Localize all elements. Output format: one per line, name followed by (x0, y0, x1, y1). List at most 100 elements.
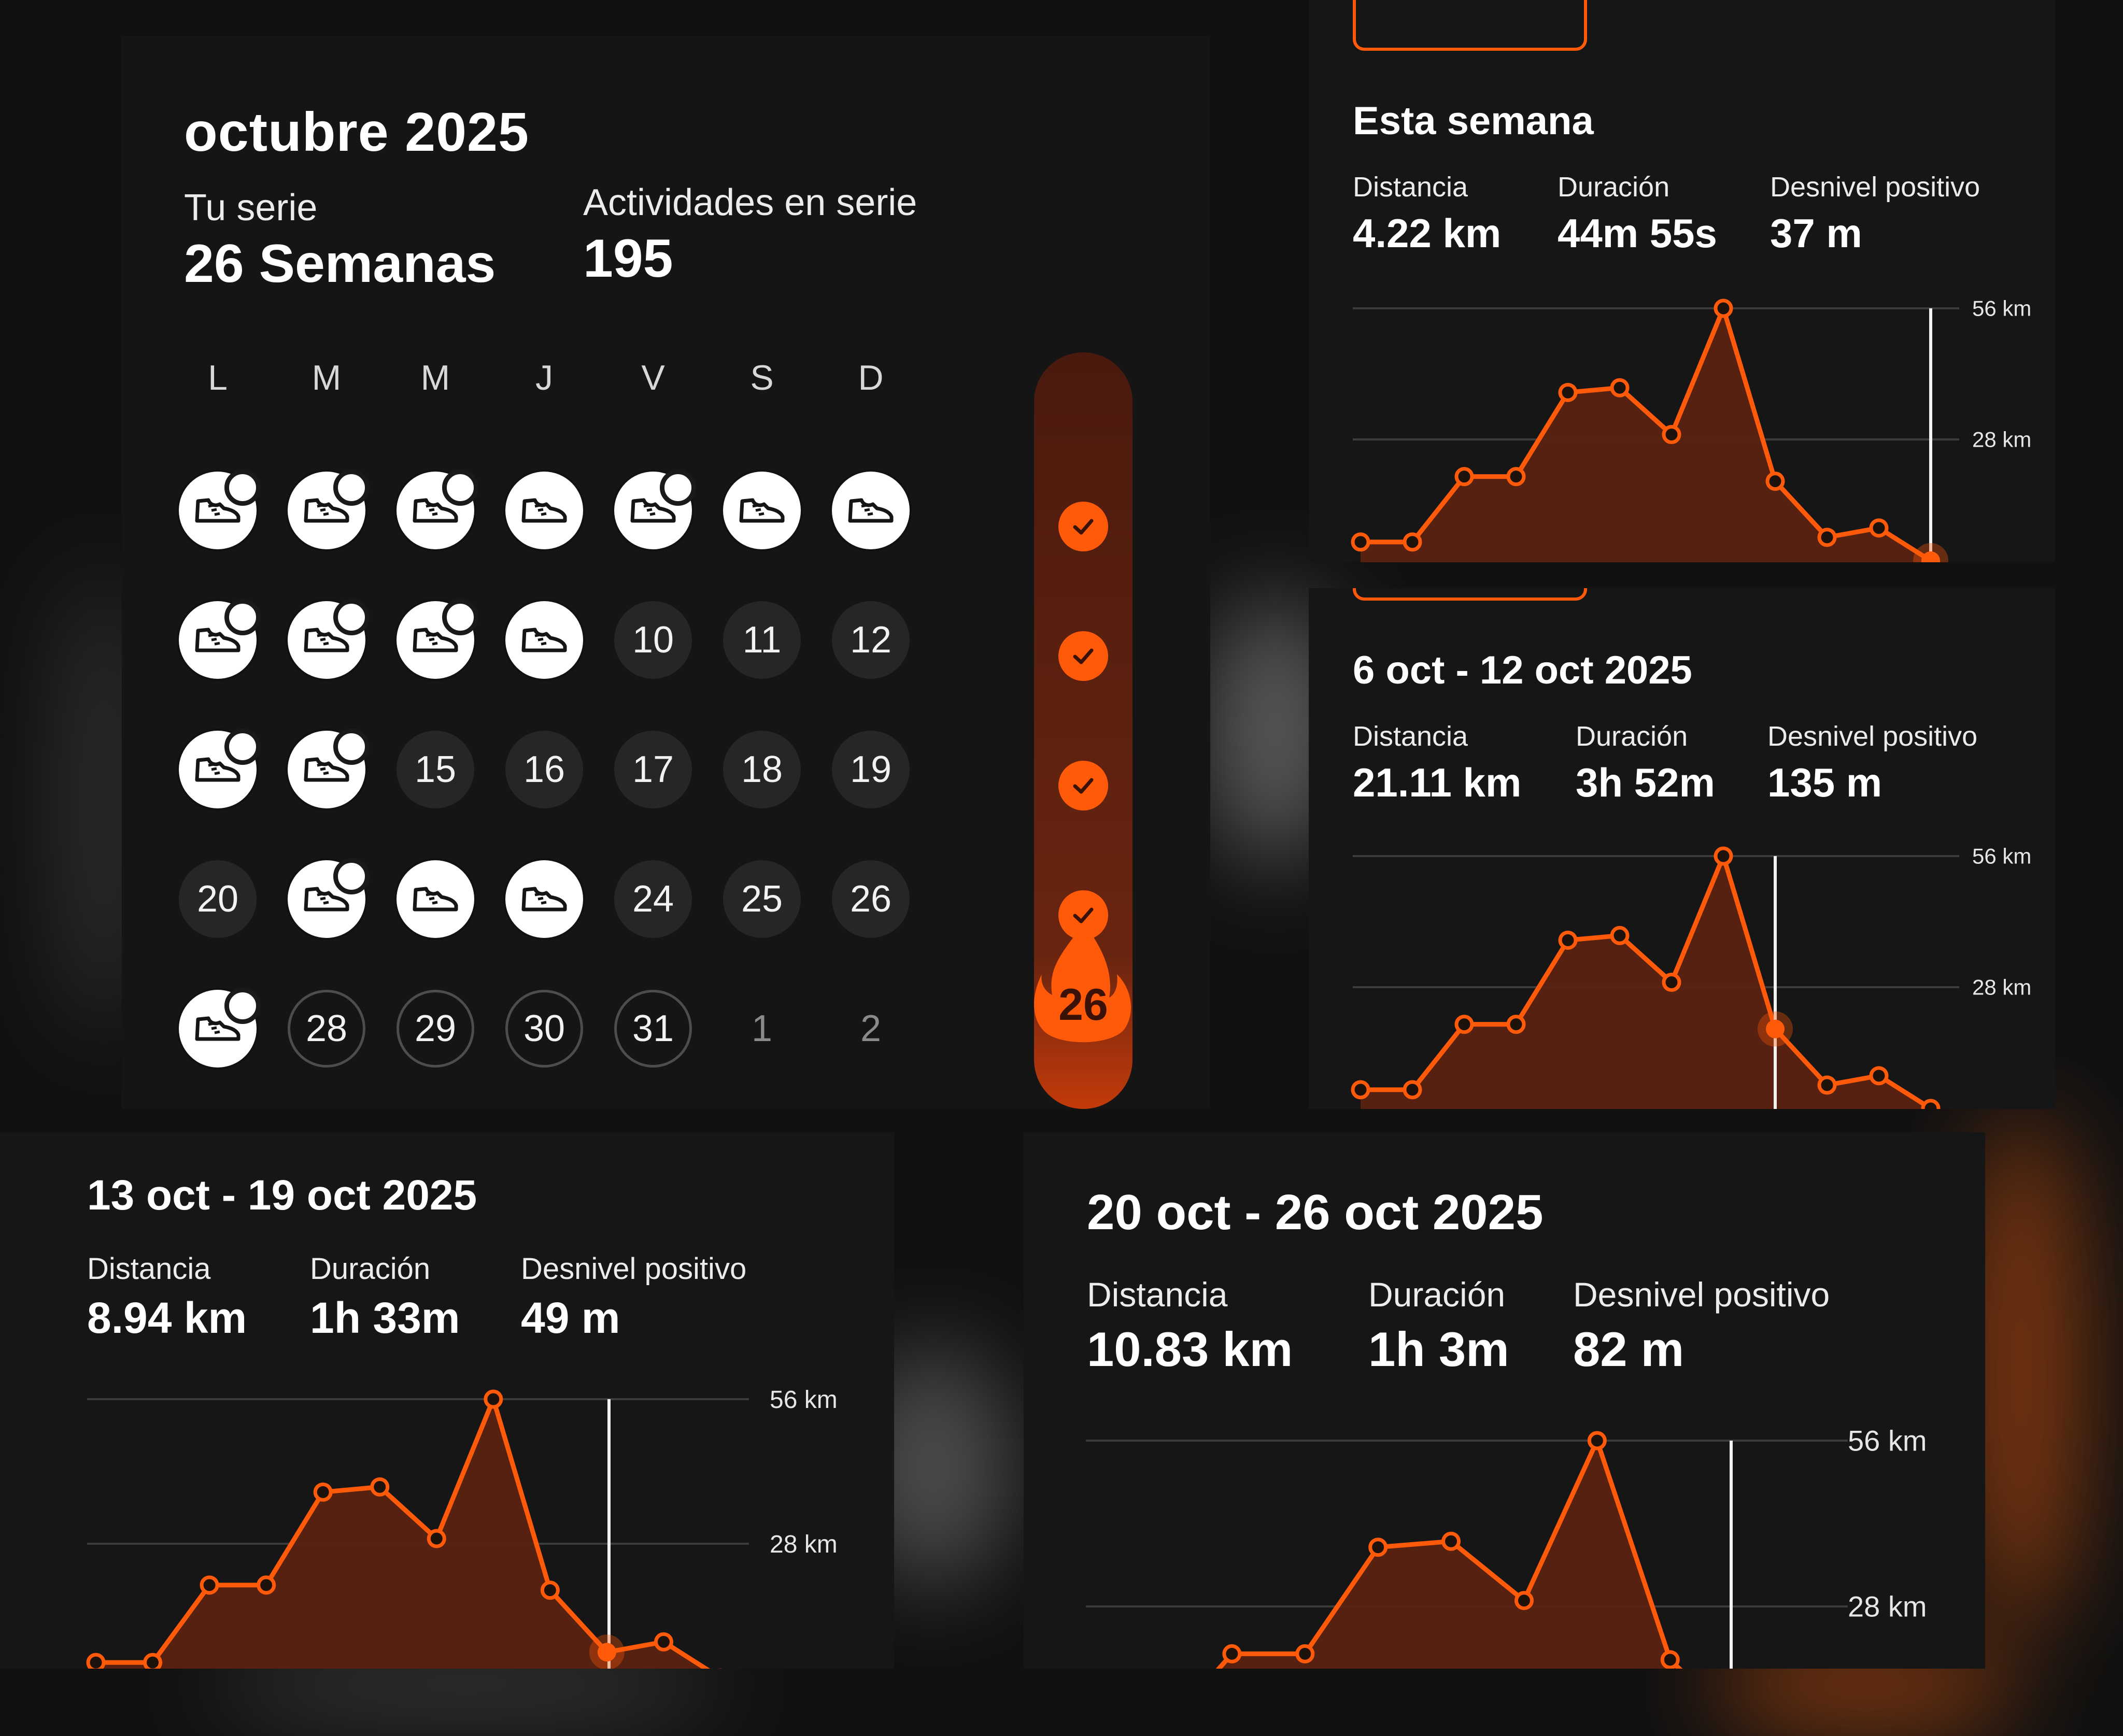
series-area (96, 1399, 706, 1669)
calendar-day[interactable]: 20 (179, 860, 257, 938)
data-point (427, 1529, 446, 1548)
elevation-value: 37 m (1770, 210, 1862, 256)
data-point (1506, 467, 1526, 487)
calendar-day-next-month[interactable]: 1 (751, 1008, 773, 1049)
calendar-day-activity[interactable] (179, 729, 261, 808)
panel-tab-indicator (1353, 588, 1587, 601)
multiple-activities-dot (333, 599, 370, 635)
weekly-distance-chart[interactable]: 56 km 28 km (1024, 1132, 1985, 1669)
calendar-day-activity[interactable] (614, 469, 696, 549)
calendar-day[interactable]: 11 (723, 601, 801, 679)
weekly-distance-chart[interactable]: 56 km 28 km (1309, 0, 2055, 562)
calendar-day[interactable]: 30 (505, 990, 583, 1068)
duration-value: 1h 3m (1368, 1322, 1509, 1376)
data-point (1514, 1591, 1534, 1611)
calendar-day[interactable]: 15 (397, 731, 474, 808)
duration-label: Duración (310, 1252, 431, 1286)
running-shoe-icon (195, 1016, 240, 1041)
running-shoe-icon (630, 498, 676, 523)
week-title: 13 oct - 19 oct 2025 (87, 1172, 477, 1219)
calendar-day[interactable]: 19 (832, 731, 910, 808)
data-point-selected (1766, 1019, 1785, 1038)
y-tick-label: 28 km (1972, 428, 2031, 452)
weekly-distance-chart[interactable]: 56 km 28 km (1309, 588, 2055, 1109)
data-point (654, 1632, 673, 1652)
streak-flame: 26 (1031, 917, 1135, 1052)
weekday-header: M (312, 358, 342, 397)
calendar-day-activity[interactable] (832, 472, 910, 549)
week-panel-oct-6[interactable]: 6 oct - 12 oct 2025 Distancia 21.11 km D… (1309, 588, 2055, 1109)
data-point (1662, 424, 1681, 444)
streak-calendar-panel: octubre 2025 Tu serie 26 Semanas Activid… (122, 36, 1210, 1109)
activities-value: 195 (583, 229, 673, 289)
calendar-day[interactable]: 24 (614, 860, 692, 938)
data-point (1454, 1015, 1474, 1034)
running-shoe-icon (413, 628, 458, 652)
calendar-day-activity[interactable] (288, 599, 370, 679)
data-point (143, 1653, 163, 1669)
running-shoe-icon (304, 887, 349, 912)
data-point-selected (1921, 551, 1940, 562)
calendar-day-activity[interactable] (505, 860, 583, 938)
elevation-label: Desnivel positivo (1770, 172, 1980, 203)
calendar-day-activity[interactable] (397, 860, 474, 938)
calendar-day-activity[interactable] (179, 469, 261, 549)
weekday-header: D (858, 358, 884, 397)
distance-value: 21.11 km (1353, 760, 1522, 805)
duration-label: Duración (1558, 172, 1670, 203)
streak-value: 26 Semanas (184, 234, 496, 294)
calendar-day-activity[interactable] (397, 469, 478, 549)
calendar-day[interactable]: 12 (832, 601, 910, 679)
duration-label: Duración (1368, 1275, 1506, 1314)
elevation-label: Desnivel positivo (1767, 721, 1978, 752)
multiple-activities-dot (660, 469, 696, 506)
distance-label: Distancia (1087, 1275, 1228, 1314)
month-title: octubre 2025 (184, 102, 529, 163)
running-shoe-icon (413, 887, 458, 912)
week-panel-current[interactable]: Esta semana Distancia 4.22 km Duración 4… (1309, 0, 2055, 562)
calendar-day-activity[interactable] (505, 601, 583, 679)
check-icon (1073, 648, 1094, 664)
data-point (1869, 1066, 1889, 1086)
running-shoe-icon (195, 498, 240, 523)
calendar-day[interactable]: 28 (288, 990, 365, 1068)
running-shoe-icon (521, 628, 567, 652)
week-panel-oct-20[interactable]: 20 oct - 26 oct 2025 Distancia 10.83 km … (1024, 1132, 1985, 1669)
weekday-header: M (420, 358, 450, 397)
calendar-day-activity[interactable] (288, 469, 370, 549)
calendar-day-activity[interactable] (179, 599, 261, 679)
y-tick-label: 28 km (1972, 975, 2031, 1000)
data-point (1714, 846, 1733, 866)
running-shoe-icon (521, 498, 567, 523)
calendar-day[interactable]: 17 (614, 731, 692, 808)
calendar-day-activity[interactable] (288, 729, 370, 808)
calendar-day-activity[interactable] (397, 599, 478, 679)
calendar-day[interactable]: 26 (832, 860, 910, 938)
series-line (1215, 1438, 1683, 1669)
data-point (1506, 1015, 1526, 1034)
series-area (1361, 856, 1931, 1109)
data-point (1558, 382, 1578, 402)
calendar-day[interactable]: 10 (614, 601, 692, 679)
data-point (1403, 1080, 1422, 1100)
data-point (1610, 378, 1630, 397)
y-tick-label: 28 km (1848, 1590, 1927, 1623)
calendar-day[interactable]: 25 (723, 860, 801, 938)
weekly-distance-chart[interactable]: 56 km 28 km (0, 1132, 894, 1669)
calendar-day[interactable]: 18 (723, 731, 801, 808)
running-shoe-icon (521, 887, 567, 912)
calendar-day[interactable]: 31 (614, 990, 692, 1068)
calendar-day[interactable]: 16 (505, 731, 583, 808)
weekday-header: V (641, 358, 665, 397)
data-point-selected (597, 1643, 616, 1662)
calendar-day-activity[interactable] (505, 472, 583, 549)
calendar-day[interactable]: 29 (397, 990, 474, 1068)
week-panel-oct-13[interactable]: 13 oct - 19 oct 2025 Distancia 8.94 km D… (0, 1132, 894, 1669)
y-tick-label: 28 km (770, 1531, 838, 1558)
weekday-header: L (208, 358, 228, 397)
calendar-day-next-month[interactable]: 2 (860, 1008, 882, 1049)
calendar-day-activity[interactable] (179, 988, 261, 1068)
calendar-day-activity[interactable] (288, 858, 370, 938)
elevation-value: 82 m (1573, 1322, 1685, 1376)
calendar-day-activity[interactable] (723, 472, 801, 549)
